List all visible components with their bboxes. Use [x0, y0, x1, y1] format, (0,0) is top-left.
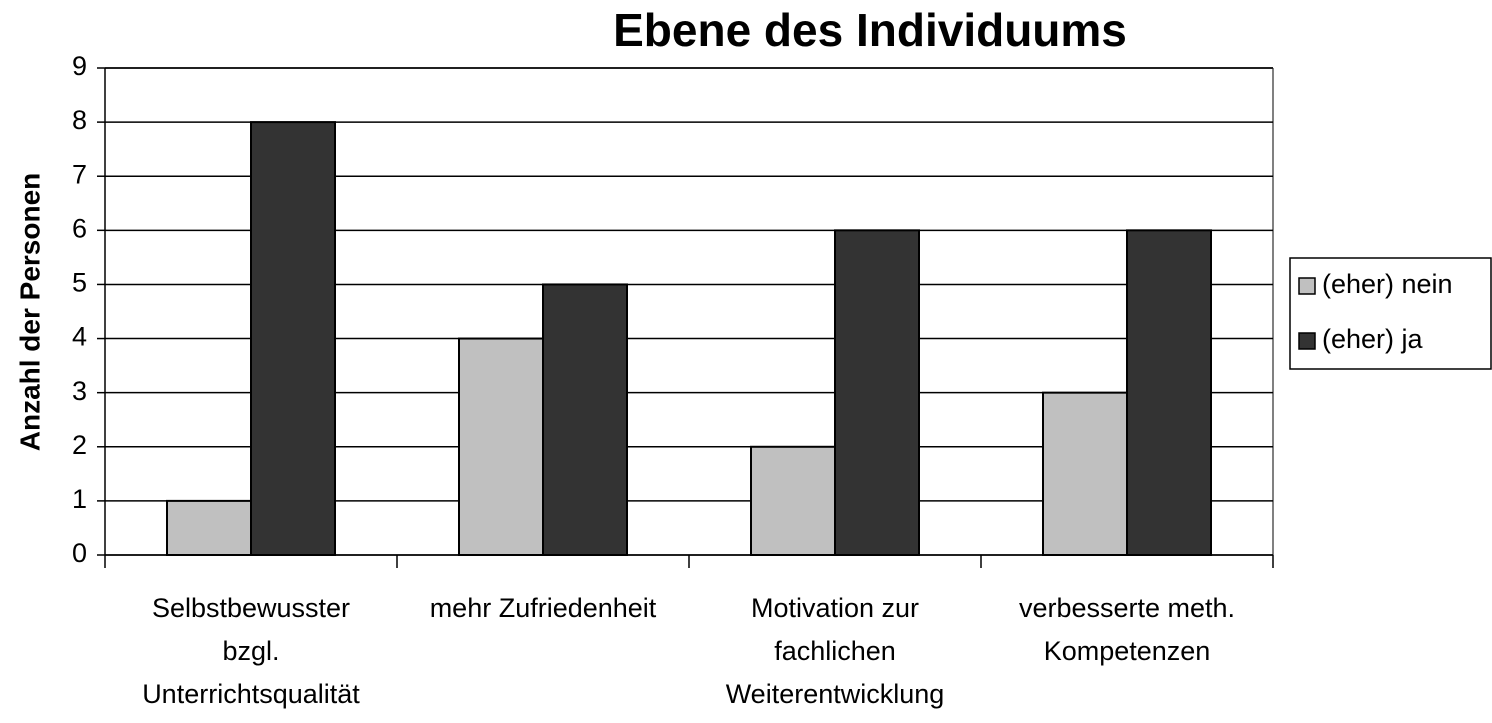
- legend-swatch: [1298, 277, 1316, 295]
- x-tick-label: bzgl.: [222, 636, 279, 666]
- y-tick-label: 9: [72, 51, 87, 81]
- x-tick-label: Selbstbewusster: [152, 593, 350, 623]
- bar: [542, 283, 628, 556]
- legend-box: [1289, 257, 1492, 370]
- bar: [750, 445, 836, 556]
- y-tick-label: 5: [72, 268, 87, 298]
- chart-title: Ebene des Individuums: [613, 4, 1127, 56]
- bar: [458, 337, 544, 556]
- x-tick-label: Motivation zur: [751, 593, 919, 623]
- bar: [1042, 391, 1128, 556]
- legend-label: (eher) nein: [1322, 269, 1453, 299]
- y-axis-label: Anzahl der Personen: [14, 173, 45, 452]
- bar: [250, 121, 336, 556]
- y-tick-label: 8: [72, 105, 87, 135]
- y-tick-label: 7: [72, 159, 87, 189]
- y-tick-label: 1: [72, 484, 87, 514]
- x-tick-label: Unterrichtsqualität: [142, 679, 360, 709]
- y-tick-label: 6: [72, 213, 87, 243]
- bar: [166, 499, 252, 556]
- x-tick-label: mehr Zufriedenheit: [430, 593, 657, 623]
- y-tick-label: 0: [72, 538, 87, 568]
- legend-swatch: [1298, 332, 1316, 350]
- x-tick-label: fachlichen: [774, 636, 896, 666]
- y-tick-label: 3: [72, 376, 87, 406]
- bar: [834, 229, 920, 556]
- legend-label: (eher) ja: [1322, 324, 1424, 354]
- x-tick-label: Kompetenzen: [1044, 636, 1211, 666]
- y-tick-label: 2: [72, 430, 87, 460]
- bar: [1126, 229, 1212, 556]
- x-tick-label: Weiterentwicklung: [726, 679, 945, 709]
- y-tick-label: 4: [72, 322, 87, 352]
- x-tick-label: verbesserte meth.: [1019, 593, 1235, 623]
